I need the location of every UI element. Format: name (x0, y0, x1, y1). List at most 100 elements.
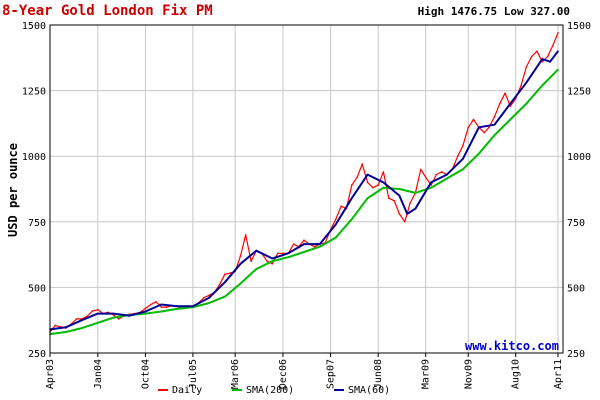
series-layer (49, 32, 559, 336)
watermark-text: www.kitco.com (465, 339, 559, 353)
data-point-sma200 (493, 134, 496, 136)
data-point-sma200 (176, 308, 178, 310)
data-point-daily (86, 315, 88, 318)
data-point-sma60 (319, 243, 321, 245)
data-point-sma200 (382, 186, 385, 189)
data-point-daily (393, 200, 396, 202)
data-point-daily (313, 245, 316, 248)
data-point-sma60 (366, 173, 369, 176)
data-point-daily (351, 184, 353, 186)
legend-label-daily: Daily (172, 385, 202, 396)
data-point-sma60 (493, 123, 496, 126)
data-point-sma60 (549, 60, 551, 63)
data-point-daily (388, 197, 390, 199)
data-point-sma60 (382, 181, 385, 184)
data-point-daily (340, 205, 343, 207)
x-tick-label: Jan04 (93, 359, 104, 389)
data-point-sma60 (97, 312, 99, 315)
data-point-sma200 (398, 188, 401, 190)
data-point-sma60 (509, 102, 512, 105)
data-point-sma200 (319, 245, 321, 248)
data-point-sma60 (192, 305, 194, 308)
data-point-daily (250, 260, 252, 263)
data-point-daily (372, 186, 374, 189)
data-point-sma200 (366, 197, 369, 199)
data-point-sma200 (430, 186, 432, 189)
data-point-sma60 (406, 213, 409, 215)
x-tick-label: Jun08 (373, 359, 384, 389)
data-point-sma200 (255, 268, 258, 270)
data-point-sma200 (525, 102, 528, 105)
data-point-sma60 (541, 58, 544, 60)
data-point-sma200 (97, 322, 99, 324)
data-point-daily (150, 303, 152, 306)
x-tick-label: Aug10 (511, 359, 522, 389)
data-point-sma200 (239, 282, 242, 285)
x-tick-label: Sep07 (326, 359, 337, 389)
y-axis-label: USD per ounce (6, 143, 20, 237)
data-point-daily (456, 155, 459, 157)
data-point-daily (224, 273, 226, 276)
data-point-daily (356, 176, 359, 178)
x-tick-label: Dec06 (278, 359, 289, 389)
data-point-sma60 (398, 194, 401, 197)
data-point-daily (377, 184, 380, 186)
data-point-daily (530, 55, 533, 58)
data-point-sma60 (160, 303, 163, 306)
data-point-sma60 (557, 50, 559, 52)
data-point-daily (546, 55, 549, 58)
data-point-daily (218, 284, 221, 286)
data-point-daily (208, 294, 210, 297)
data-point-sma200 (462, 168, 464, 171)
data-point-sma60 (525, 81, 528, 84)
data-point-sma60 (224, 281, 226, 284)
data-point-sma60 (65, 326, 67, 329)
data-point-sma60 (176, 305, 178, 308)
data-point-daily (520, 84, 522, 87)
data-point-sma200 (335, 236, 337, 239)
data-point-daily (498, 102, 501, 105)
data-point-daily (282, 252, 284, 255)
data-point-sma60 (430, 181, 432, 184)
data-point-daily (292, 243, 295, 245)
data-point-daily (488, 126, 490, 129)
plot-border (49, 24, 564, 354)
data-point-daily (420, 168, 422, 171)
data-point-sma60 (414, 207, 417, 210)
data-point-daily (54, 324, 56, 327)
data-point-sma200 (351, 218, 353, 220)
y-tick-label-right: 750 (567, 218, 585, 229)
y-tick-label-right: 1250 (567, 87, 591, 98)
data-point-sma60 (462, 158, 464, 160)
data-point-daily (551, 45, 554, 47)
data-point-daily (75, 318, 78, 320)
data-point-sma60 (287, 252, 290, 255)
data-point-sma200 (271, 260, 274, 263)
data-point-daily (557, 32, 559, 34)
data-point-sma200 (81, 327, 83, 329)
data-point-daily (303, 239, 305, 241)
y-tick-label-left: 1000 (22, 152, 46, 163)
data-point-daily (409, 202, 411, 205)
data-point-daily (398, 213, 401, 215)
data-point-sma60 (303, 243, 305, 245)
x-tick-label: Nov09 (463, 359, 474, 389)
data-point-daily (160, 306, 163, 308)
data-point-sma200 (446, 177, 448, 180)
y-tick-label-right: 250 (567, 349, 585, 360)
data-point-sma200 (160, 310, 163, 313)
legend: Daily SMA(200) SMA(60) (158, 385, 390, 396)
data-point-sma60 (255, 249, 258, 252)
data-point-daily (229, 272, 232, 274)
data-point-sma200 (144, 312, 147, 315)
data-point-daily (472, 118, 475, 121)
data-point-daily (266, 260, 268, 263)
data-point-daily (525, 66, 528, 68)
y-tick-label-left: 500 (28, 283, 46, 294)
data-point-daily (483, 131, 486, 134)
data-point-daily (202, 297, 205, 299)
high-low-text: High 1476.75 Low 327.00 (418, 5, 570, 18)
data-point-sma60 (351, 197, 353, 199)
